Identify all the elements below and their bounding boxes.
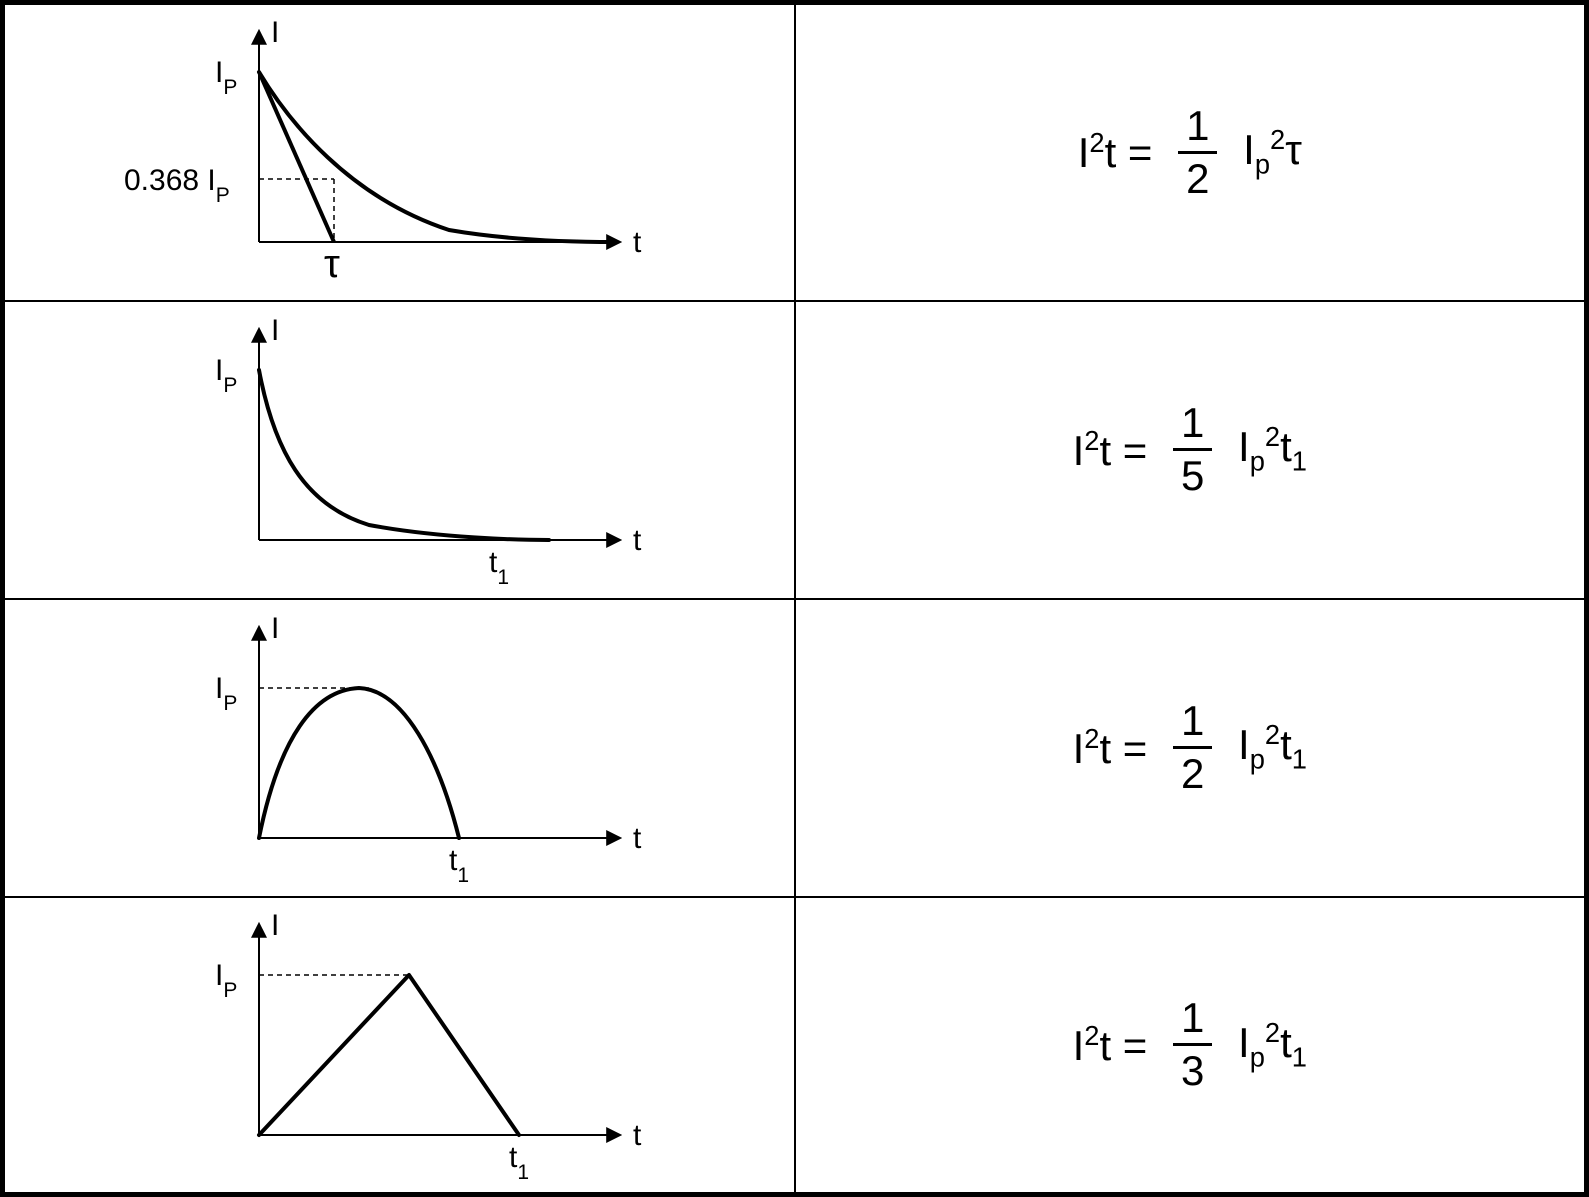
- svg-text:I: I: [271, 612, 279, 645]
- lhs-t: t: [1099, 427, 1111, 474]
- formula-lhs: I2t =: [1078, 129, 1164, 176]
- rhs-I: I: [1238, 423, 1250, 470]
- svg-text:IP: IP: [215, 56, 237, 99]
- eq-sign: =: [1123, 427, 1148, 474]
- frac-den: 3: [1173, 1043, 1212, 1092]
- eq-sign: =: [1123, 725, 1148, 772]
- half-sine-t1-formula: I2t = 12 Ip2t1: [796, 700, 1585, 795]
- lhs-sup: 2: [1089, 127, 1104, 158]
- exp-decay-tau-waveform: It IP 0.368 IP τ: [119, 12, 679, 292]
- rhs-Isup: 2: [1265, 719, 1280, 750]
- rhs-tail-sub: 1: [1292, 1041, 1307, 1072]
- half-sine-t1-waveform: It IP t1: [119, 608, 679, 888]
- rhs-Isub: p: [1250, 744, 1265, 775]
- eq-sign: =: [1128, 129, 1153, 176]
- rhs-Isup: 2: [1270, 124, 1285, 155]
- half-sine-t1-waveform-cell: It IP t1: [3, 599, 795, 897]
- rhs-I: I: [1238, 721, 1250, 768]
- svg-text:t: t: [633, 226, 642, 259]
- svg-text:IP: IP: [215, 672, 237, 715]
- formula-lhs: I2t =: [1073, 1022, 1159, 1069]
- exp-decay-tau-waveform-cell: It IP 0.368 IP τ: [3, 3, 795, 301]
- rhs-tail: τ: [1285, 126, 1302, 173]
- svg-text:t: t: [633, 1119, 642, 1152]
- triangle-t1-waveform: It IP t1: [119, 905, 679, 1185]
- exp-decay-tau-formula: I2t = 12 Ip2τ: [796, 105, 1585, 200]
- svg-text:t: t: [633, 822, 642, 855]
- lhs-t: t: [1099, 1022, 1111, 1069]
- frac-den: 2: [1173, 746, 1212, 795]
- page: ItIP0.368 IPτI2t = 12 Ip2τItIPt1I2t = 15…: [0, 0, 1589, 1193]
- formula-fraction: 12: [1173, 700, 1212, 795]
- frac-num: 1: [1173, 700, 1212, 746]
- formula-fraction: 15: [1173, 402, 1212, 497]
- formula-lhs: I2t =: [1073, 725, 1159, 772]
- half-sine-t1-formula-cell: I2t = 12 Ip2t1: [795, 599, 1587, 897]
- table-row: ItIPt1I2t = 13 Ip2t1: [3, 897, 1587, 1195]
- table-row: ItIPt1I2t = 15 Ip2t1: [3, 301, 1587, 599]
- svg-text:IP: IP: [215, 354, 237, 397]
- frac-num: 1: [1173, 402, 1212, 448]
- lhs-I: I: [1073, 1022, 1085, 1069]
- rhs-tail-sub: 1: [1292, 744, 1307, 775]
- formula-rhs: Ip2t1: [1226, 1019, 1307, 1066]
- formula-rhs: Ip2t1: [1226, 423, 1307, 470]
- svg-text:t1: t1: [449, 844, 469, 887]
- steep-decay-t1-waveform-cell: It IP t1: [3, 301, 795, 599]
- svg-text:I: I: [271, 16, 279, 49]
- eq-sign: =: [1123, 1022, 1148, 1069]
- svg-text:t1: t1: [509, 1141, 529, 1184]
- triangle-t1-formula: I2t = 13 Ip2t1: [796, 997, 1585, 1092]
- frac-den: 5: [1173, 448, 1212, 497]
- lhs-I: I: [1073, 427, 1085, 474]
- rhs-Isub: p: [1250, 1041, 1265, 1072]
- formula-fraction: 12: [1178, 105, 1217, 200]
- frac-num: 1: [1178, 105, 1217, 151]
- lhs-t: t: [1105, 129, 1117, 176]
- steep-decay-t1-formula-cell: I2t = 15 Ip2t1: [795, 301, 1587, 599]
- svg-text:I: I: [271, 909, 279, 942]
- lhs-sup: 2: [1084, 723, 1099, 754]
- rhs-tail: t: [1280, 423, 1292, 470]
- rhs-tail-sub: 1: [1292, 446, 1307, 477]
- rhs-Isup: 2: [1265, 421, 1280, 452]
- rhs-Isub: p: [1255, 148, 1270, 179]
- formula-fraction: 13: [1173, 997, 1212, 1092]
- formula-lhs: I2t =: [1073, 427, 1159, 474]
- waveform-formula-table: ItIP0.368 IPτI2t = 12 Ip2τItIPt1I2t = 15…: [0, 0, 1589, 1197]
- rhs-Isup: 2: [1265, 1017, 1280, 1048]
- svg-text:t1: t1: [489, 546, 509, 589]
- svg-text:t: t: [633, 524, 642, 557]
- exp-decay-tau-formula-cell: I2t = 12 Ip2τ: [795, 3, 1587, 301]
- lhs-I: I: [1078, 129, 1090, 176]
- rhs-tail: t: [1280, 1019, 1292, 1066]
- lhs-t: t: [1099, 725, 1111, 772]
- rhs-tail: t: [1280, 721, 1292, 768]
- triangle-t1-formula-cell: I2t = 13 Ip2t1: [795, 897, 1587, 1195]
- svg-text:IP: IP: [215, 959, 237, 1002]
- lhs-I: I: [1073, 725, 1085, 772]
- lhs-sup: 2: [1084, 1020, 1099, 1051]
- rhs-Isub: p: [1250, 446, 1265, 477]
- table-row: ItIP0.368 IPτI2t = 12 Ip2τ: [3, 3, 1587, 301]
- table-row: ItIPt1I2t = 12 Ip2t1: [3, 599, 1587, 897]
- svg-text:τ: τ: [324, 242, 340, 286]
- frac-num: 1: [1173, 997, 1212, 1043]
- triangle-t1-waveform-cell: It IP t1: [3, 897, 795, 1195]
- svg-text:I: I: [271, 314, 279, 347]
- svg-text:0.368 IP: 0.368 IP: [124, 164, 230, 207]
- steep-decay-t1-waveform: It IP t1: [119, 310, 679, 590]
- steep-decay-t1-formula: I2t = 15 Ip2t1: [796, 402, 1585, 497]
- formula-rhs: Ip2t1: [1226, 721, 1307, 768]
- formula-rhs: Ip2τ: [1231, 126, 1301, 173]
- lhs-sup: 2: [1084, 425, 1099, 456]
- frac-den: 2: [1178, 151, 1217, 200]
- rhs-I: I: [1243, 126, 1255, 173]
- rhs-I: I: [1238, 1019, 1250, 1066]
